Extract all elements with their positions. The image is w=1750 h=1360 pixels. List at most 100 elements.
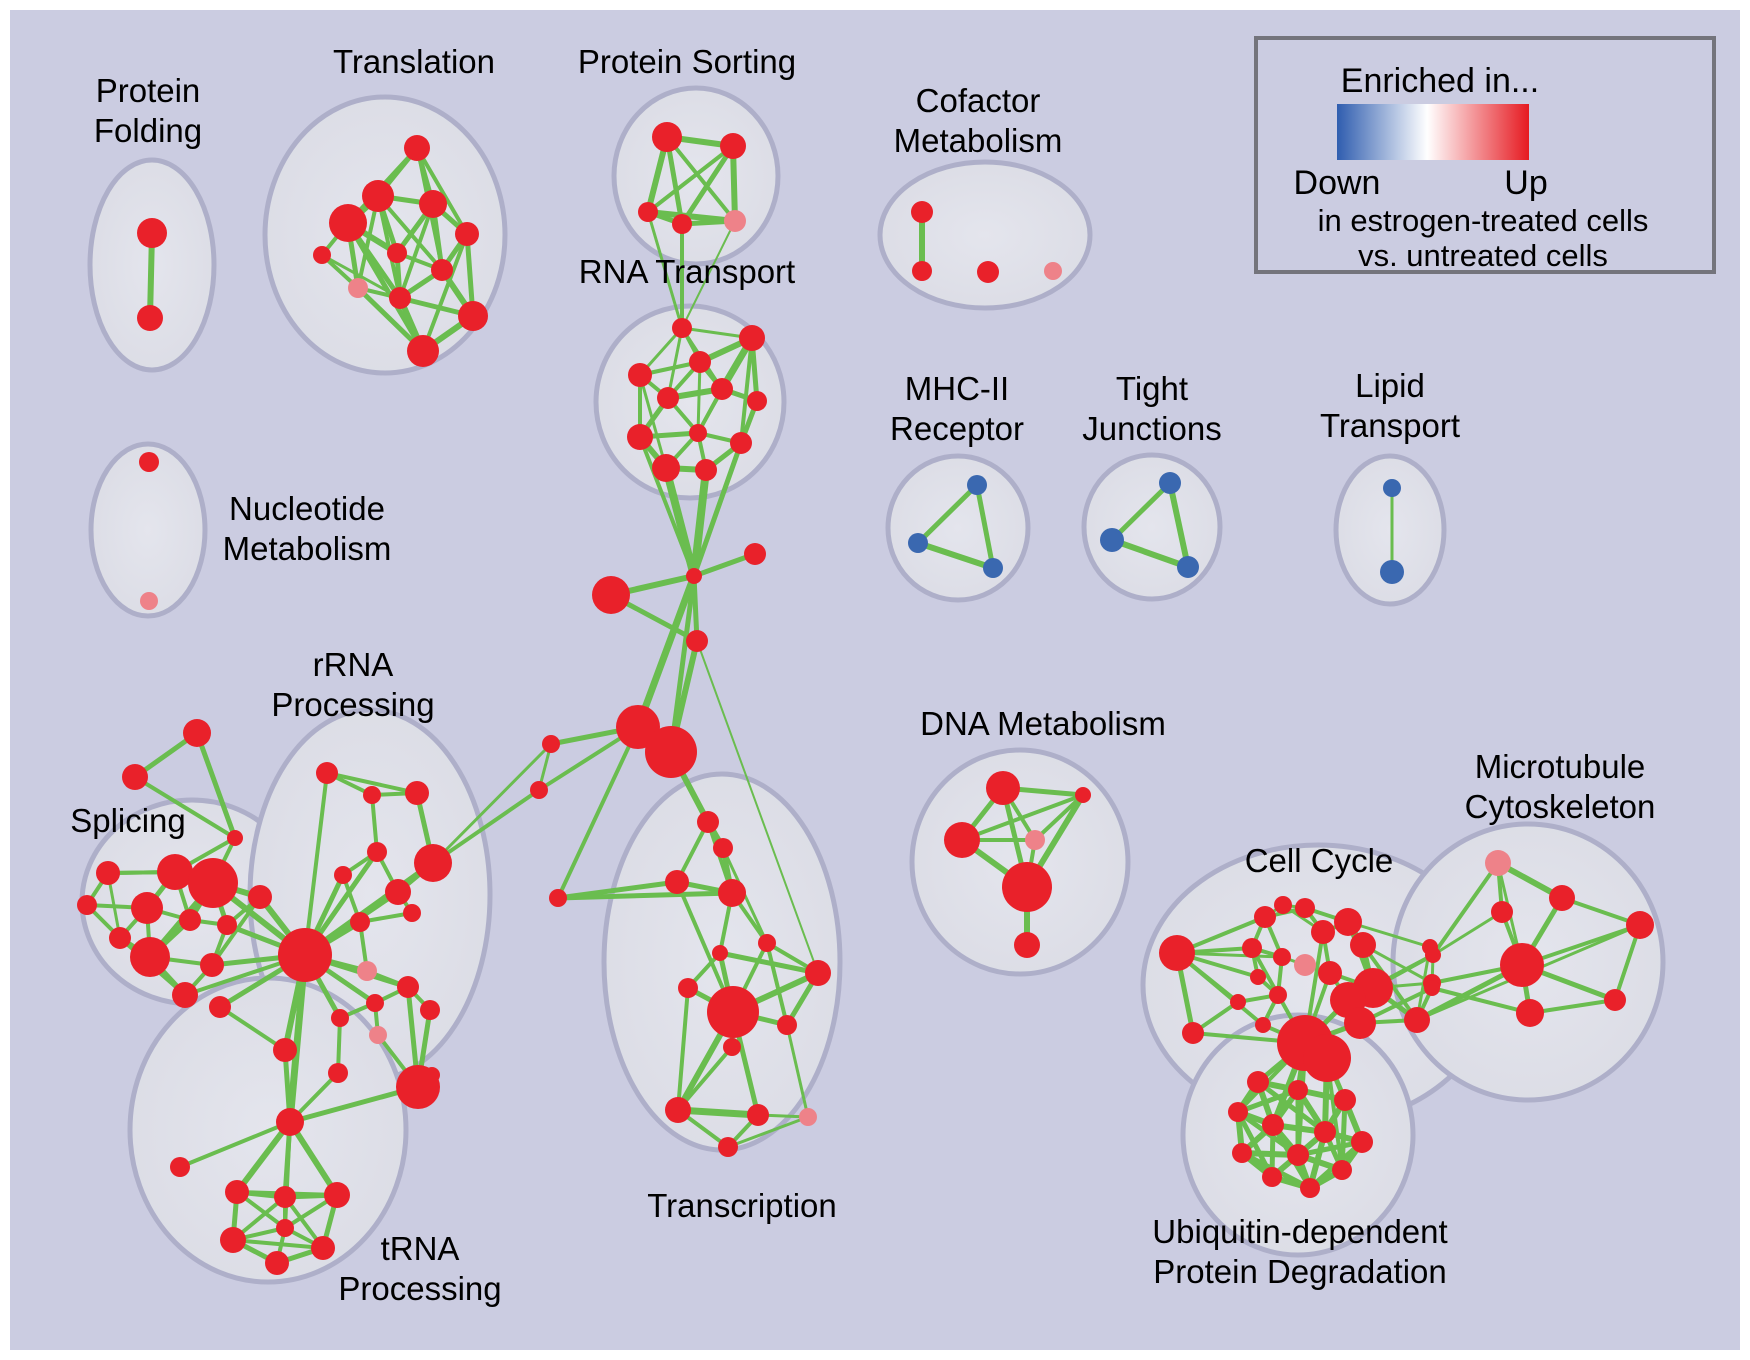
node-red (316, 762, 338, 784)
node-red (248, 885, 272, 909)
node-red (697, 811, 719, 833)
node-red (1269, 986, 1287, 1004)
node-red (139, 452, 159, 472)
cluster-ellipse-mhc-ii-receptor (885, 453, 1031, 603)
node-red (170, 1157, 190, 1177)
node-red (686, 568, 702, 584)
edge (1175, 951, 1265, 1027)
node-red (592, 576, 630, 614)
legend-title: Enriched in... (1341, 62, 1539, 100)
node-red (276, 1219, 294, 1237)
edge (915, 482, 980, 546)
labels-layer: Protein Folding Translation Protein Sorting… (70, 43, 1655, 1307)
node-red (172, 982, 198, 1008)
cluster-ellipse-nucleotide-metabolism (88, 441, 208, 619)
cluster-label-protein-folding: Protein Folding (94, 72, 202, 149)
node-red (686, 630, 708, 652)
edge (320, 253, 402, 300)
edge (785, 1023, 810, 1119)
node-red (331, 1009, 349, 1027)
cluster-label-cofactor-metabolism: Cofactor Metabolism (894, 82, 1063, 159)
legend-up-label: Up (1504, 164, 1547, 202)
legend-down-label: Down (1294, 164, 1381, 202)
node-red (1002, 862, 1052, 912)
edge (1430, 986, 1532, 1015)
edge (1167, 480, 1191, 570)
node-red (179, 909, 201, 931)
node-red (225, 1180, 249, 1204)
node-red (1626, 911, 1654, 939)
edge (303, 771, 329, 957)
edge (765, 941, 789, 1027)
node-red (209, 996, 231, 1018)
node-red (530, 781, 548, 799)
node-red (1287, 1144, 1309, 1166)
cluster-ellipse-lipid-transport (1333, 453, 1447, 607)
edge (665, 135, 737, 223)
cluster-label-nucleotide-metabolism: Nucleotide Metabolism (223, 490, 392, 567)
node-red (678, 978, 698, 998)
edge (690, 466, 710, 580)
node-red (1344, 1007, 1376, 1039)
node-red (350, 912, 370, 932)
clusters-layer (79, 85, 1666, 1285)
node-red (311, 1236, 335, 1260)
edge (676, 986, 690, 1112)
node-pink (724, 210, 746, 232)
node-red (1318, 961, 1342, 985)
edge (662, 464, 698, 580)
node-red (1288, 1080, 1308, 1100)
cluster-label-mhc-ii-receptor: MHC-II Receptor (890, 370, 1024, 447)
node-red (367, 842, 387, 862)
cluster-label-trna-processing: tRNA Processing (338, 1230, 501, 1307)
node-red (1350, 932, 1376, 958)
node-red (131, 892, 163, 924)
node-red (1273, 948, 1291, 966)
node-red (200, 953, 224, 977)
edge (1255, 1079, 1328, 1135)
node-red (1014, 932, 1040, 958)
edge (681, 220, 736, 329)
node-red (1295, 898, 1315, 918)
node-red (718, 1137, 738, 1157)
node-red (274, 1186, 296, 1208)
edge (691, 440, 744, 579)
legend-note-line1: in estrogen-treated cells (1318, 203, 1649, 238)
node-red (157, 854, 193, 890)
node-pink (348, 278, 368, 298)
node-red (720, 133, 746, 159)
node-red (1262, 1114, 1284, 1136)
node-red (273, 1038, 297, 1062)
node-pink (140, 592, 158, 610)
node-red (912, 261, 932, 281)
node-red (712, 945, 728, 961)
node-red (1314, 1121, 1336, 1143)
edge (415, 146, 469, 236)
edge (218, 1005, 287, 1052)
node-blue (1383, 479, 1401, 497)
node-red (278, 928, 332, 982)
edge (234, 1119, 293, 1195)
node-red (911, 201, 933, 223)
node-red (1228, 1102, 1248, 1122)
cluster-label-translation: Translation (333, 43, 495, 80)
node-red (1334, 1089, 1356, 1111)
node-red (455, 222, 479, 246)
edge (674, 1106, 762, 1119)
node-red (397, 976, 419, 998)
node-red (718, 879, 746, 907)
edge (1528, 998, 1617, 1015)
node-red (657, 387, 679, 409)
node-red (1351, 1131, 1373, 1153)
legend-note-line2: vs. untreated cells (1358, 238, 1608, 273)
node-red (628, 363, 652, 387)
edge (431, 742, 553, 865)
node-red (638, 202, 658, 222)
cluster-label-ubiquitin-degradation: Ubiquitin-dependent Protein Degradation (1152, 1213, 1447, 1290)
node-red (407, 335, 439, 367)
edge (398, 202, 435, 300)
edge (676, 1045, 734, 1112)
node-red (1242, 938, 1262, 958)
